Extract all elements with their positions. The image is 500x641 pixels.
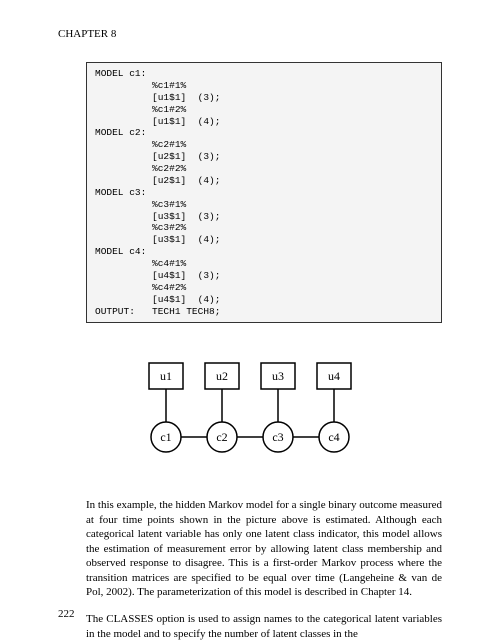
paragraph-2: The CLASSES option is used to assign nam… (86, 612, 442, 641)
markov-diagram: u1 u2 u3 u4 c1 c2 c3 c4 (125, 355, 375, 465)
svg-text:c3: c3 (272, 430, 283, 444)
chapter-header: CHAPTER 8 (58, 28, 442, 40)
page-number: 222 (58, 608, 75, 620)
svg-text:c1: c1 (160, 430, 171, 444)
diagram-container: u1 u2 u3 u4 c1 c2 c3 c4 (58, 355, 442, 468)
code-block: MODEL c1: %c1#1% [u1$1] (3); %c1#2% [u1$… (86, 62, 442, 323)
svg-text:u4: u4 (328, 369, 340, 383)
svg-text:u2: u2 (216, 369, 228, 383)
svg-text:c2: c2 (216, 430, 227, 444)
svg-text:c4: c4 (328, 430, 339, 444)
svg-text:u3: u3 (272, 369, 284, 383)
svg-text:u1: u1 (160, 369, 172, 383)
paragraph-1: In this example, the hidden Markov model… (86, 498, 442, 600)
